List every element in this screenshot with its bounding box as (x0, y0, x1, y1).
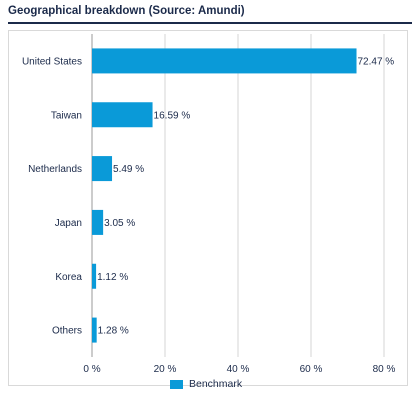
legend-label: Benchmark (189, 378, 243, 390)
category-label: Others (52, 326, 82, 337)
bar (92, 209, 104, 235)
bar (92, 156, 113, 182)
data-label: 16.59 % (154, 110, 191, 121)
bar (92, 317, 97, 343)
chart-title: Geographical breakdown (Source: Amundi) (8, 5, 245, 17)
bar (92, 263, 97, 289)
category-label: Japan (55, 218, 82, 229)
data-label: 72.47 % (358, 56, 395, 67)
data-label: 1.12 % (97, 272, 128, 283)
category-label: Netherlands (28, 164, 82, 175)
data-label: 3.05 % (104, 218, 135, 229)
x-tick-label: 60 % (300, 364, 323, 375)
x-tick-label: 20 % (154, 364, 177, 375)
legend: Benchmark (170, 378, 242, 390)
title-divider (8, 22, 412, 24)
category-label: Korea (55, 272, 82, 283)
chart-frame (8, 30, 408, 386)
x-tick-label: 0 % (83, 364, 100, 375)
data-label: 1.28 % (98, 326, 129, 337)
category-label: United States (22, 56, 82, 67)
x-tick-label: 80 % (373, 364, 396, 375)
data-label: 5.49 % (113, 164, 144, 175)
legend-swatch (170, 379, 183, 389)
x-tick-label: 40 % (227, 364, 250, 375)
category-label: Taiwan (51, 110, 82, 121)
bar (92, 102, 153, 128)
bar (92, 48, 357, 74)
